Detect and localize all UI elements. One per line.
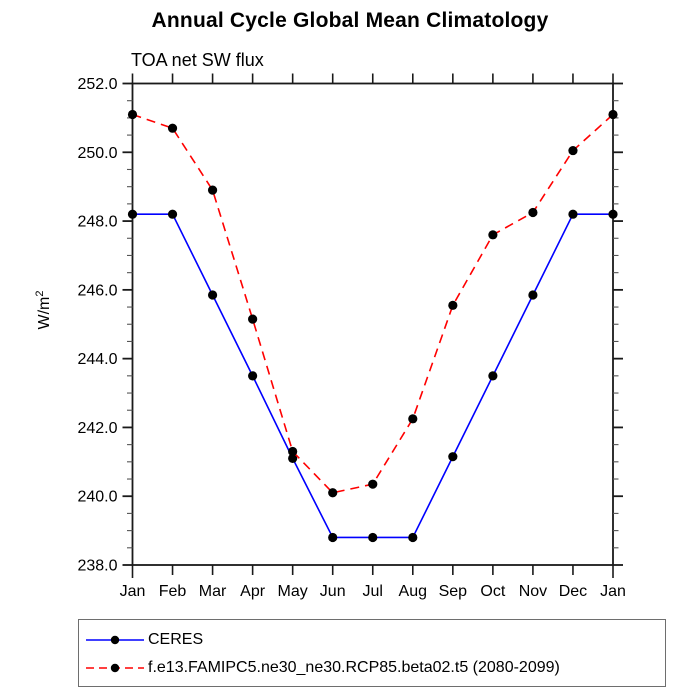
x-tick-label: Aug xyxy=(399,583,427,600)
y-tick-label: 248.0 xyxy=(77,214,117,231)
x-tick-label: Sep xyxy=(439,583,468,600)
series-line-model xyxy=(132,113,614,494)
data-point-ceres xyxy=(167,209,178,219)
x-tick-label: Jun xyxy=(320,583,346,600)
data-point-ceres xyxy=(608,209,618,219)
data-point-model xyxy=(288,446,298,457)
x-tick-label: Oct xyxy=(480,583,505,600)
data-point-ceres xyxy=(568,209,578,219)
data-point-model xyxy=(248,314,258,324)
legend-marker-dot xyxy=(110,663,120,673)
legend-swatch-model xyxy=(86,663,144,673)
data-point-ceres xyxy=(448,452,458,462)
data-point-model xyxy=(568,145,578,156)
data-point-ceres xyxy=(368,532,378,543)
data-point-ceres xyxy=(207,290,218,300)
x-tick-label: Jan xyxy=(600,583,626,600)
data-point-model xyxy=(408,414,418,424)
y-tick-label: 242.0 xyxy=(77,420,117,437)
x-tick-label: Apr xyxy=(240,583,266,600)
data-point-model xyxy=(528,207,538,218)
x-tick-label: Jan xyxy=(120,583,146,600)
legend-marker-dot xyxy=(110,635,120,645)
x-tick-label: Nov xyxy=(519,583,547,600)
data-point-model xyxy=(608,109,618,120)
data-point-ceres xyxy=(288,453,298,463)
data-point-ceres xyxy=(127,209,138,219)
data-point-model xyxy=(368,479,378,489)
x-tick-label: Mar xyxy=(199,583,227,600)
data-point-model xyxy=(127,109,138,120)
chart-subtitle: TOA net SW flux xyxy=(131,50,264,70)
x-tick-label: May xyxy=(278,583,308,600)
x-tick-label: Dec xyxy=(559,583,587,600)
data-point-ceres xyxy=(408,532,418,543)
data-point-model xyxy=(167,123,178,133)
data-point-model xyxy=(207,185,218,195)
legend-label-model: f.e13.FAMIPC5.ne30_ne30.RCP85.beta02.t5 … xyxy=(148,659,560,676)
y-tick-label: 244.0 xyxy=(77,351,117,368)
series-line-ceres xyxy=(132,213,613,539)
legend-entry-model: f.e13.FAMIPC5.ne30_ne30.RCP85.beta02.t5 … xyxy=(84,656,560,680)
x-tick-label: Jul xyxy=(363,583,383,600)
data-point-model xyxy=(448,300,458,310)
data-point-ceres xyxy=(328,532,338,543)
data-point-model xyxy=(328,488,338,498)
legend-entry-ceres: CERES xyxy=(84,628,203,652)
data-point-ceres xyxy=(528,290,538,300)
y-tick-label: 246.0 xyxy=(77,282,117,299)
y-tick-label: 238.0 xyxy=(77,558,117,575)
chart-title: Annual Cycle Global Mean Climatology xyxy=(151,9,549,32)
data-point-ceres xyxy=(248,371,258,381)
plot-frame xyxy=(131,82,614,566)
legend-box: CERES f.e13.FAMIPC5.ne30_ne30.RCP85.beta… xyxy=(78,619,666,687)
x-tick-label: Feb xyxy=(159,583,187,600)
y-tick-label: 252.0 xyxy=(77,76,117,93)
data-point-model xyxy=(488,230,498,240)
legend-swatch-ceres xyxy=(86,635,144,645)
y-tick-label: 240.0 xyxy=(77,489,117,506)
y-tick-label: 250.0 xyxy=(77,145,117,162)
legend-label-ceres: CERES xyxy=(148,631,204,648)
data-point-ceres xyxy=(488,371,498,381)
